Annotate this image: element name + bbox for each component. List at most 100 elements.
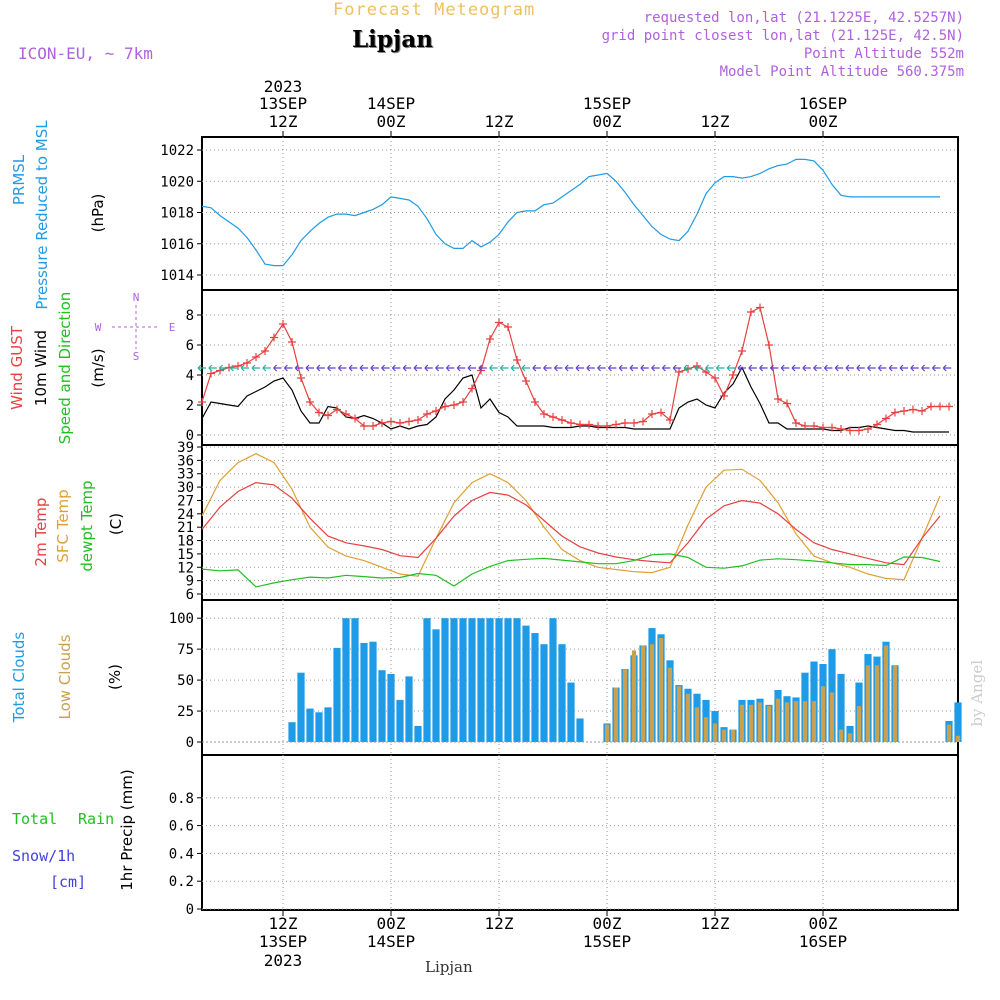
top-date-label: 15SEP — [583, 94, 631, 113]
wind-gust-marker — [504, 323, 512, 331]
y-tick-label: 1020 — [160, 174, 194, 190]
wind-gust-marker — [270, 333, 278, 342]
wind-direction-arrow — [910, 364, 919, 372]
wind-direction-arrow — [597, 364, 606, 372]
wind-gust-marker — [261, 347, 269, 355]
low-cloud-bar — [883, 645, 889, 742]
wind-gust-marker — [252, 353, 260, 361]
total-cloud-bar — [486, 618, 494, 742]
wind-direction-arrow — [683, 364, 692, 372]
temp-label-dewpt: dewpt Temp — [78, 480, 96, 571]
clouds-label-unit: (%) — [106, 664, 124, 690]
low-cloud-bar — [757, 702, 763, 742]
wind-gust-marker — [360, 422, 368, 430]
location-title: Lipjan — [352, 26, 433, 53]
wind-gust-marker — [747, 308, 755, 316]
total-cloud-bar — [513, 618, 521, 742]
wind-gust-marker — [918, 407, 926, 415]
low-cloud-bar — [820, 686, 826, 742]
total-cloud-bar — [306, 708, 314, 742]
wind-direction-arrow — [759, 364, 768, 372]
requested-coords: requested lon,lat (21.1225E, 42.5257N) — [643, 10, 964, 26]
wind-gust-marker — [288, 338, 296, 346]
low-cloud-bar — [730, 729, 736, 742]
meteogram-title: Forecast Meteogram — [333, 0, 536, 20]
wind-gust-marker — [711, 374, 719, 382]
total-cloud-bar — [360, 642, 368, 742]
wind-gust-marker — [387, 417, 395, 426]
wind-gust-marker — [783, 399, 791, 408]
wind-gust-marker — [450, 401, 458, 409]
wind-gust-marker — [486, 335, 494, 343]
wind-direction-arrow — [240, 364, 250, 372]
wind-gust-marker — [621, 419, 629, 427]
temp-label-sfc: SFC Temp — [54, 489, 72, 562]
wind-direction-arrow — [877, 364, 887, 372]
wind-gust-marker — [882, 414, 890, 423]
y-tick-label: 36 — [177, 453, 194, 469]
total-cloud-bar — [288, 722, 296, 742]
wind-gust-marker — [423, 410, 431, 418]
y-tick-label: 6 — [186, 587, 194, 603]
wind-direction-arrow — [823, 364, 833, 372]
total-cloud-bar — [333, 647, 341, 742]
wind-gust-marker — [900, 407, 908, 415]
wind-direction-arrow — [586, 364, 595, 372]
total-cloud-bar — [378, 670, 386, 742]
wind-gust-marker — [666, 416, 674, 424]
precip-label-unit: 1hr Precip (mm) — [118, 769, 136, 890]
wind-gust-marker — [945, 402, 953, 411]
wind-direction-arrow — [694, 364, 703, 372]
panel-frame — [201, 136, 959, 291]
wind-direction-arrow — [456, 364, 466, 372]
low-cloud-bar — [838, 729, 844, 742]
total-cloud-bar — [504, 618, 512, 742]
wind-gust-marker — [495, 318, 503, 327]
wind-speed-line — [201, 366, 949, 433]
wind-direction-arrow — [715, 364, 725, 372]
pressure-label-title: Pressure Reduced to MSL — [33, 120, 51, 310]
wind-label-gust: Wind GUST — [8, 325, 26, 410]
y-tick-label: 0.4 — [169, 846, 194, 862]
wind-direction-arrow — [802, 364, 811, 372]
y-tick-label: 39 — [177, 440, 194, 456]
total-cloud-bar — [576, 718, 584, 742]
precip-label-total: Total — [12, 810, 57, 828]
top-hour-label: 12Z — [701, 112, 730, 131]
low-cloud-bar — [604, 724, 610, 742]
total-cloud-bar — [351, 618, 359, 742]
total-cloud-bar — [477, 618, 485, 742]
wind-gust-marker — [657, 408, 665, 417]
precip-label-cm: [cm] — [50, 873, 86, 891]
wind-gust-marker — [648, 410, 656, 418]
wind-gust-marker — [468, 384, 476, 393]
wind-direction-arrow — [305, 364, 314, 372]
y-tick-label: 75 — [177, 642, 194, 658]
compass-east: E — [169, 321, 176, 334]
low-cloud-bar — [766, 706, 772, 742]
y-tick-label: 25 — [177, 704, 194, 720]
low-cloud-bar — [703, 717, 709, 742]
y-tick-label: 8 — [186, 308, 194, 324]
clouds-label-total: Total Clouds — [10, 632, 28, 724]
y-tick-label: 0.6 — [169, 819, 194, 835]
wind-gust-marker — [576, 420, 584, 429]
wind-gust-marker — [909, 405, 917, 414]
wind-direction-arrow — [273, 364, 282, 372]
wind-gust-marker — [558, 416, 566, 424]
sfc-temp-line — [201, 453, 941, 581]
wind-gust-marker — [630, 419, 638, 427]
y-tick-label: 6 — [186, 338, 194, 354]
precip-label-rain: Rain — [78, 810, 114, 828]
wind-direction-arrow — [575, 364, 584, 372]
pressure-line — [201, 158, 940, 267]
low-cloud-bar — [622, 668, 628, 742]
y-tick-label: 0.2 — [169, 874, 194, 890]
wind-direction-arrow — [845, 364, 854, 372]
wind-gust-marker — [801, 422, 809, 430]
wind-gust-marker — [828, 423, 836, 432]
wind-direction-arrow — [381, 364, 390, 372]
wind-direction-arrow — [856, 364, 865, 372]
wind-gust-marker — [567, 419, 575, 427]
wind-gust-marker — [405, 417, 413, 426]
